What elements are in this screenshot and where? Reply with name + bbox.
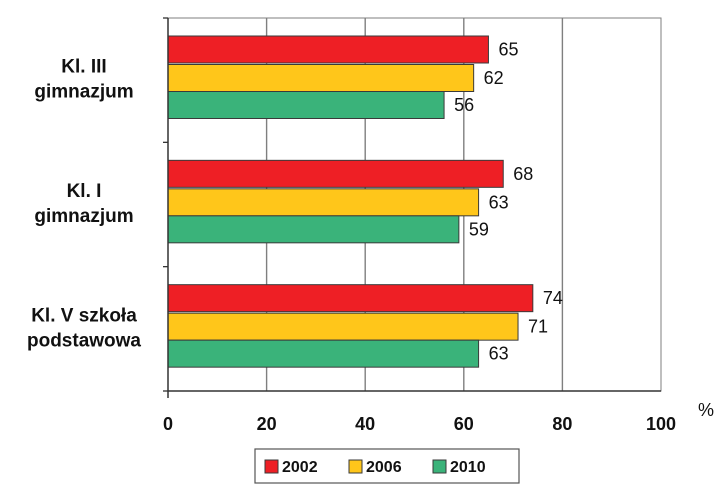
category-labels: Kl. III gimnazjum Kl. I gimnazjum Kl. V szko…	[27, 57, 141, 352]
data-label: 63	[489, 344, 509, 364]
x-tick-label: 0	[163, 414, 173, 434]
bar-2006	[167, 64, 475, 92]
data-label: 74	[543, 288, 563, 308]
bar-2006	[167, 312, 519, 341]
x-tick-label: 60	[454, 414, 474, 434]
legend-swatch	[348, 459, 363, 474]
legend-entry: 2002	[282, 459, 318, 476]
data-label: 56	[454, 95, 474, 115]
x-tick-label: 80	[552, 414, 572, 434]
data-label: 63	[489, 192, 509, 212]
bar-2006	[167, 188, 480, 217]
category-label: Kl. I	[67, 181, 102, 202]
x-tick-label: 20	[257, 414, 277, 434]
legend-entry: 2010	[450, 459, 486, 476]
data-label: 71	[528, 317, 548, 337]
bar-2010	[167, 339, 480, 368]
category-label: Kl. V szkoła	[31, 305, 137, 326]
x-tick-labels: 0 20 40 60 80 100	[163, 414, 676, 434]
data-label: 65	[498, 40, 518, 60]
bar-2010	[167, 215, 460, 244]
bar-2002	[167, 284, 534, 313]
data-label: 59	[469, 219, 489, 239]
legend-swatch	[432, 459, 447, 474]
bar-2010	[167, 91, 445, 119]
bar-2002	[167, 159, 504, 188]
axes	[163, 17, 661, 398]
x-tick-label: 40	[355, 414, 375, 434]
legend-box	[254, 448, 520, 484]
x-unit-label: %	[698, 400, 714, 420]
legend: 2002 2006 2010	[254, 448, 520, 484]
category-label: gimnazjum	[34, 206, 133, 227]
category-label: podstawowa	[27, 330, 141, 351]
category-label: Kl. III	[61, 57, 106, 78]
data-label: 68	[513, 164, 533, 184]
data-label: 62	[484, 68, 504, 88]
category-label: gimnazjum	[34, 82, 133, 103]
legend-entry: 2006	[366, 459, 402, 476]
bar-2002	[167, 35, 489, 64]
legend-swatch	[264, 459, 279, 474]
x-tick-label: 100	[646, 414, 676, 434]
